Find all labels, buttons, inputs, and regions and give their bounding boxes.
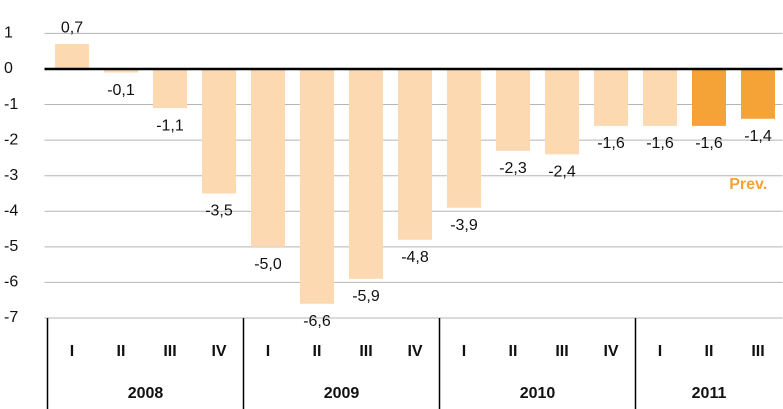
x-tick-label: IV — [407, 343, 422, 360]
bar — [741, 68, 775, 119]
value-label: -2,3 — [499, 160, 527, 177]
x-tick-label: II — [705, 343, 714, 360]
value-label: -1,6 — [597, 135, 625, 152]
group-label: 2008 — [128, 385, 164, 402]
bar — [300, 68, 334, 304]
value-label: -5,9 — [352, 288, 380, 305]
y-tick-label: -4 — [4, 202, 18, 219]
x-tick-label: II — [313, 343, 322, 360]
group-label: 2009 — [324, 385, 360, 402]
bar — [55, 44, 89, 69]
value-label: -3,9 — [450, 217, 478, 234]
bar — [594, 68, 628, 126]
x-tick-label: I — [658, 343, 662, 360]
x-tick-label: III — [163, 343, 176, 360]
value-label: -1,6 — [646, 135, 674, 152]
x-tick-label: I — [266, 343, 270, 360]
bar — [692, 68, 726, 126]
x-tick-label: II — [509, 343, 518, 360]
x-tick-label: I — [462, 343, 466, 360]
y-tick-label: -5 — [4, 238, 18, 255]
bar — [202, 68, 236, 194]
bar — [545, 68, 579, 155]
x-tick-label: II — [117, 343, 126, 360]
y-tick-label: 1 — [4, 25, 13, 42]
value-label: -4,8 — [401, 249, 429, 266]
x-tick-label: I — [70, 343, 74, 360]
x-tick-label: IV — [603, 343, 618, 360]
y-tick-label: -1 — [4, 96, 18, 113]
value-label: -1,1 — [156, 117, 184, 134]
bar — [643, 68, 677, 126]
y-tick-label: -7 — [4, 309, 18, 326]
value-label: 0,7 — [61, 19, 83, 36]
value-label: -3,5 — [205, 203, 233, 220]
y-tick-label: -2 — [4, 131, 18, 148]
value-label: -2,4 — [548, 164, 576, 181]
value-label: -1,6 — [695, 135, 723, 152]
y-tick-label: -3 — [4, 167, 18, 184]
bar — [251, 68, 285, 247]
y-tick-label: -6 — [4, 274, 18, 291]
annotation: Prev. — [729, 176, 767, 193]
group-label: 2010 — [520, 385, 556, 402]
bar — [104, 68, 138, 73]
value-label: -5,0 — [254, 256, 282, 273]
value-label: -6,6 — [303, 313, 331, 330]
bar — [349, 68, 383, 279]
bar — [447, 68, 481, 208]
value-label: -1,4 — [744, 128, 772, 145]
x-tick-label: III — [751, 343, 764, 360]
group-label: 2011 — [692, 385, 727, 402]
x-tick-label: III — [359, 343, 372, 360]
bar — [153, 68, 187, 109]
bar — [496, 68, 530, 151]
x-tick-label: IV — [211, 343, 226, 360]
y-tick-label: 0 — [4, 60, 13, 77]
x-tick-label: III — [555, 343, 568, 360]
value-label: -0,1 — [107, 82, 135, 99]
bar — [398, 68, 432, 240]
